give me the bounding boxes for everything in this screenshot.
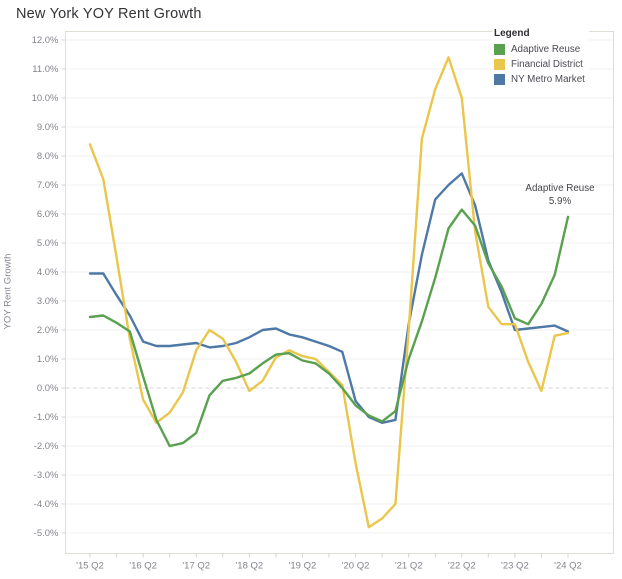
annotation-line1: Adaptive Reuse xyxy=(525,183,595,194)
svg-text:'19 Q2: '19 Q2 xyxy=(289,561,317,572)
annotation-adaptive-reuse: Adaptive Reuse 5.9% xyxy=(505,182,615,208)
svg-text:-2.0%: -2.0% xyxy=(34,441,59,452)
svg-text:4.0%: 4.0% xyxy=(37,267,59,278)
svg-text:-3.0%: -3.0% xyxy=(34,470,59,481)
legend-item-financial-district[interactable]: Financial District xyxy=(494,57,585,72)
svg-text:0.0%: 0.0% xyxy=(37,383,59,394)
svg-text:12.0%: 12.0% xyxy=(32,35,59,46)
legend-item-label: Financial District xyxy=(511,59,583,70)
legend-item-label: Adaptive Reuse xyxy=(511,44,581,55)
svg-text:3.0%: 3.0% xyxy=(37,296,59,307)
legend-swatch-icon xyxy=(494,59,505,70)
svg-text:'24 Q2: '24 Q2 xyxy=(554,561,582,572)
chart-title: New York YOY Rent Growth xyxy=(16,6,202,22)
svg-text:1.0%: 1.0% xyxy=(37,354,59,365)
gridlines xyxy=(61,39,614,534)
svg-text:5.0%: 5.0% xyxy=(37,238,59,249)
legend-items: Adaptive Reuse Financial District NY Metro… xyxy=(494,42,585,87)
legend: Legend Adaptive Reuse Financial District N… xyxy=(492,27,589,90)
svg-text:2.0%: 2.0% xyxy=(37,325,59,336)
x-axis-labels: '15 Q2 '16 Q2 '17 Q2 '18 Q2 '19 Q2 '20 Q2 '21 … xyxy=(76,561,582,572)
legend-swatch-icon xyxy=(494,44,505,55)
series-line-ny-metro-market[interactable] xyxy=(88,172,570,424)
svg-text:'23 Q2: '23 Q2 xyxy=(501,561,529,572)
svg-text:'20 Q2: '20 Q2 xyxy=(342,561,370,572)
svg-text:-1.0%: -1.0% xyxy=(34,412,59,423)
svg-text:'17 Q2: '17 Q2 xyxy=(182,561,210,572)
svg-text:'16 Q2: '16 Q2 xyxy=(129,561,157,572)
series-line-financial-district[interactable] xyxy=(88,56,570,529)
svg-text:6.0%: 6.0% xyxy=(37,209,59,220)
svg-text:'18 Q2: '18 Q2 xyxy=(235,561,263,572)
plot-frame xyxy=(65,31,614,558)
legend-swatch-icon xyxy=(494,74,505,85)
annotation-line2: 5.9% xyxy=(548,196,572,207)
svg-text:'15 Q2: '15 Q2 xyxy=(76,561,104,572)
svg-text:'22 Q2: '22 Q2 xyxy=(448,561,476,572)
series-line-adaptive-reuse[interactable] xyxy=(88,208,570,448)
svg-text:10.0%: 10.0% xyxy=(32,93,59,104)
svg-text:'21 Q2: '21 Q2 xyxy=(395,561,423,572)
svg-text:11.0%: 11.0% xyxy=(32,64,59,75)
legend-item-label: NY Metro Market xyxy=(511,74,585,85)
legend-item-ny-metro-market[interactable]: NY Metro Market xyxy=(494,72,585,87)
y-axis-labels: -5.0% -4.0% -3.0% -2.0% -1.0% 0.0% 1.0% 2.0% 3.0… xyxy=(32,35,59,539)
svg-text:-4.0%: -4.0% xyxy=(34,499,59,510)
legend-title: Legend xyxy=(494,28,530,39)
svg-text:8.0%: 8.0% xyxy=(37,151,59,162)
svg-text:7.0%: 7.0% xyxy=(37,180,59,191)
legend-item-adaptive-reuse[interactable]: Adaptive Reuse xyxy=(494,42,585,57)
svg-text:-5.0%: -5.0% xyxy=(34,528,59,539)
svg-text:9.0%: 9.0% xyxy=(37,122,59,133)
